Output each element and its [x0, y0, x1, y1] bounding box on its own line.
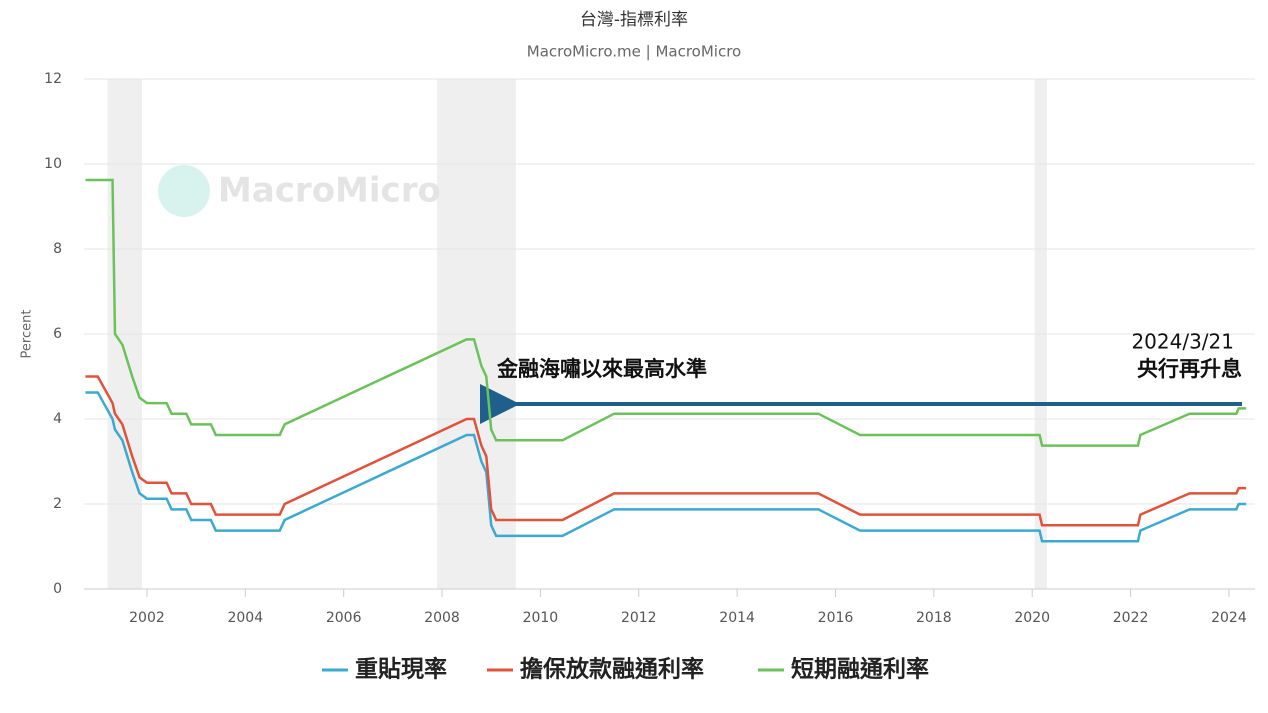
series-line [85, 178, 1247, 447]
y-tick-label: 4 [53, 411, 62, 427]
y-tick-label: 6 [53, 326, 62, 342]
y-tick-label: 0 [53, 581, 62, 597]
x-tick-label: 2008 [424, 610, 460, 626]
x-tick-label: 2012 [621, 610, 657, 626]
x-tick-label: 2004 [227, 610, 263, 626]
x-tick-label: 2020 [1014, 610, 1050, 626]
series-line [85, 391, 1247, 543]
x-tick-label: 2010 [523, 610, 559, 626]
x-tick-label: 2002 [129, 610, 165, 626]
watermark: MacroMicro [218, 171, 441, 211]
y-tick-label: 2 [53, 496, 62, 512]
y-tick-label: 12 [44, 71, 62, 87]
y-axis-label: Percent [20, 310, 35, 359]
x-tick-label: 2006 [326, 610, 362, 626]
y-tick-label: 8 [53, 241, 62, 257]
annotation: 央行再升息 [1137, 357, 1242, 381]
annotation: 金融海嘯以來最高水準 [496, 357, 707, 381]
x-tick-label: 2024 [1211, 610, 1247, 626]
x-tick-label: 2018 [916, 610, 952, 626]
legend-label: 重貼現率 [355, 656, 447, 683]
chart-title: 台灣-指標利率 [580, 10, 688, 30]
x-tick-label: 2014 [719, 610, 755, 626]
x-tick-label: 2016 [818, 610, 854, 626]
legend-label: 擔保放款融通利率 [520, 656, 704, 683]
series-line [85, 375, 1247, 527]
annotation: 2024/3/21 [1131, 330, 1234, 354]
legend-label: 短期融通利率 [791, 656, 929, 683]
y-tick-label: 10 [44, 156, 62, 172]
chart-subtitle: MacroMicro.me | MacroMicro [527, 43, 741, 61]
x-tick-label: 2022 [1113, 610, 1149, 626]
watermark-logo [158, 165, 210, 217]
